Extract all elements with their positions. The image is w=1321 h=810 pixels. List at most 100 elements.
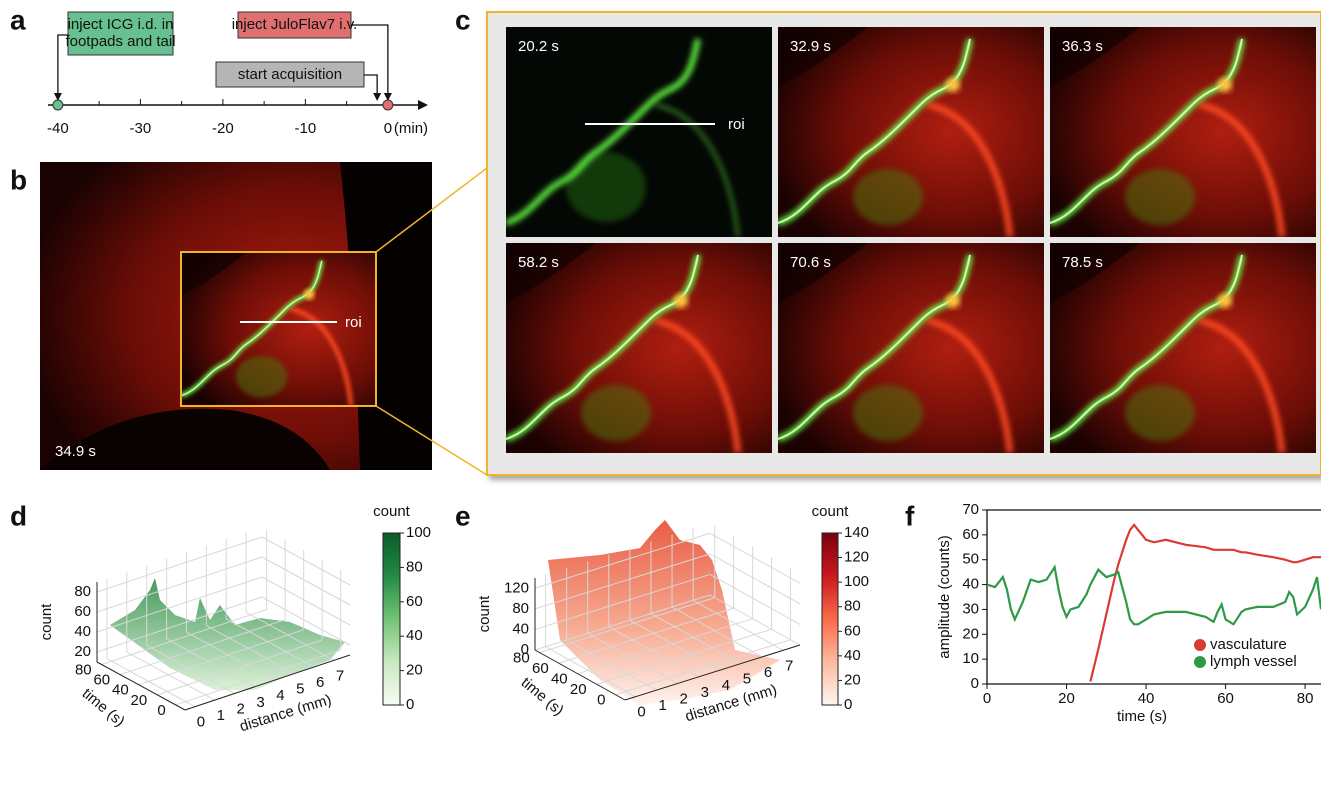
- x-tick-label: 2: [237, 700, 245, 717]
- panel-label: f: [905, 500, 915, 531]
- grid-line: [709, 553, 801, 605]
- x-tick-label: 0: [983, 690, 991, 707]
- tick-label: -30: [130, 120, 152, 137]
- y-tick-label: 40: [112, 682, 129, 699]
- colorbar: [382, 532, 401, 706]
- event-arrow: [351, 24, 389, 98]
- z-axis-label: count: [38, 603, 55, 641]
- colorbar-tick-label: 40: [844, 647, 861, 664]
- time-label: 34.9 s: [55, 443, 96, 460]
- grid-line: [709, 532, 801, 584]
- colorbar-tick-label: 80: [844, 598, 861, 615]
- colorbar-tick-label: 100: [844, 573, 869, 590]
- event-label: start acquisition: [238, 66, 342, 83]
- grid-line: [608, 626, 700, 678]
- y-tick-label: 80: [513, 650, 530, 667]
- x-tick-label: 0: [637, 704, 645, 721]
- y-tick-label: 70: [962, 501, 979, 518]
- x-axis-label: time (s): [1117, 708, 1167, 725]
- grid-line: [96, 556, 263, 613]
- z-tick-label: 40: [512, 620, 529, 637]
- y-tick-label: 0: [157, 702, 165, 719]
- plot-frame: [986, 509, 1321, 685]
- event-arrow: [57, 34, 68, 98]
- grid-line: [146, 644, 235, 694]
- z-axis-label: count: [476, 595, 493, 633]
- x-tick-label: 0: [197, 714, 205, 731]
- x-tick-label: 5: [743, 671, 751, 688]
- grid-line: [629, 619, 721, 671]
- grid-line: [566, 639, 657, 691]
- surface-d: [110, 578, 345, 690]
- grid-line: [596, 628, 772, 685]
- y-tick-label: 20: [962, 625, 979, 642]
- roi-label: roi: [728, 116, 745, 133]
- grid-line: [539, 597, 715, 654]
- time-label: 58.2 s: [518, 254, 559, 271]
- image-frame: [778, 243, 1044, 453]
- colorbar: [821, 532, 839, 706]
- x-tick-label: 5: [296, 681, 304, 698]
- grid-line: [101, 609, 267, 666]
- image-frame: [1050, 27, 1316, 237]
- legend-marker: [1194, 639, 1206, 651]
- colorbar-tick-label: 80: [406, 558, 423, 575]
- colorbar-tick-label: 20: [844, 671, 861, 688]
- grid-line: [157, 639, 323, 696]
- z-tick-label: 0: [521, 641, 529, 658]
- time-label: 70.6 s: [790, 254, 831, 271]
- panel-label: c: [455, 4, 471, 35]
- grid-line: [119, 619, 286, 676]
- grid-line: [709, 573, 801, 625]
- event-marker: [52, 99, 64, 111]
- z-tick-label: 80: [512, 600, 529, 617]
- colorbar-tick-label: 20: [406, 662, 423, 679]
- roi-label: roi: [345, 314, 362, 331]
- tick-label: -20: [212, 120, 234, 137]
- image-frame: [778, 27, 1044, 237]
- grid-line: [206, 625, 295, 674]
- axis-line: [96, 661, 186, 711]
- y-tick-label: 60: [962, 526, 979, 543]
- series-line: [986, 564, 1321, 626]
- axis-arrow: [418, 100, 428, 110]
- event-arrow: [364, 74, 378, 98]
- grid-line: [245, 611, 335, 661]
- time-label: 36.3 s: [1062, 38, 1103, 55]
- y-tick-label: 40: [551, 671, 568, 688]
- x-tick-label: 3: [701, 684, 709, 701]
- x-tick-label: 1: [217, 707, 225, 724]
- z-tick-label: 60: [74, 603, 91, 620]
- x-tick-label: 20: [1058, 690, 1075, 707]
- colorbar-tick-label: 100: [406, 524, 431, 541]
- grid-line: [96, 536, 263, 593]
- event-label: inject JuloFlav7 i.v.: [232, 16, 358, 33]
- x-tick-label: 7: [336, 667, 344, 684]
- y-tick-label: 60: [93, 672, 110, 689]
- event-box: [215, 61, 365, 88]
- event-marker: [382, 99, 394, 111]
- y-tick-label: 60: [532, 660, 549, 677]
- grid-line: [545, 646, 636, 698]
- event-box: [67, 11, 174, 56]
- grid-line: [671, 606, 763, 658]
- x-tick-label: 6: [764, 664, 772, 681]
- grid-line: [126, 651, 216, 701]
- y-tick-label: 30: [962, 600, 979, 617]
- y-tick-label: 10: [962, 650, 979, 667]
- grid-line: [650, 613, 742, 664]
- grid-line: [692, 599, 784, 651]
- grid-line: [534, 532, 711, 589]
- axis-line: [534, 649, 626, 701]
- x-tick-label: 3: [256, 694, 264, 711]
- grid-line: [175, 649, 341, 706]
- x-tick-label: 80: [1297, 690, 1314, 707]
- event-label: inject ICG i.d. in: [68, 16, 174, 33]
- y-tick-label: 50: [962, 551, 979, 568]
- y-tick-label: 20: [570, 681, 587, 698]
- x-tick-label: 7: [785, 657, 793, 674]
- y-tick-label: 40: [962, 576, 979, 593]
- grid-line: [709, 594, 801, 646]
